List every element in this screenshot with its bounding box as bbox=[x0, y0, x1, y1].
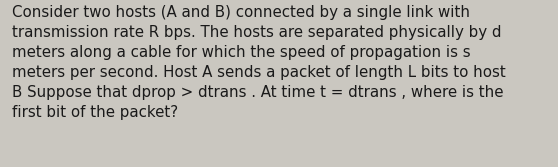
Text: Consider two hosts (A and B) connected by a single link with
transmission rate R: Consider two hosts (A and B) connected b… bbox=[12, 5, 506, 120]
